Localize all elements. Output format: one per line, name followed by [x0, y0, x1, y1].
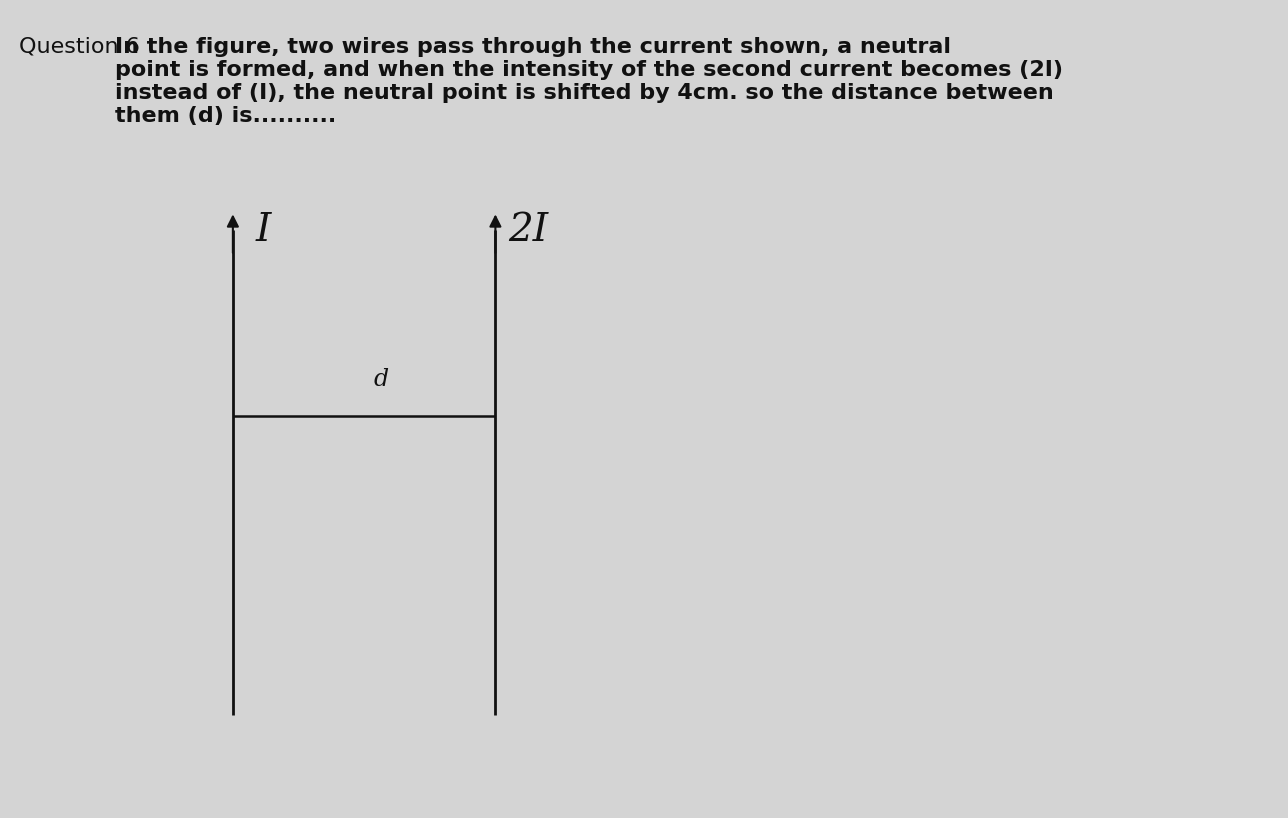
Text: In the figure, two wires pass through the current shown, a neutral
point is form: In the figure, two wires pass through th…	[115, 37, 1063, 127]
Text: Question 6 :: Question 6 :	[19, 37, 162, 56]
Text: I: I	[256, 212, 272, 249]
Text: d: d	[374, 368, 388, 391]
Text: 2I: 2I	[509, 212, 549, 249]
